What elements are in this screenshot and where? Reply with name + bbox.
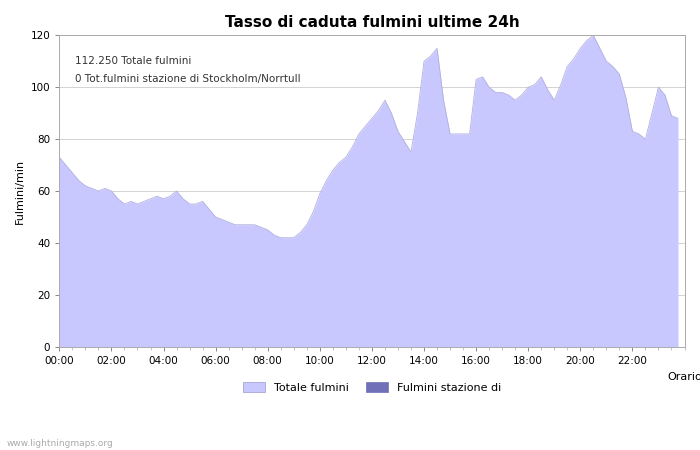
Text: 0 Tot.fulmini stazione di Stockholm/Norrtull: 0 Tot.fulmini stazione di Stockholm/Norr… bbox=[75, 74, 300, 84]
X-axis label: Orario: Orario bbox=[667, 372, 700, 382]
Legend: Totale fulmini, Fulmini stazione di: Totale fulmini, Fulmini stazione di bbox=[239, 378, 505, 397]
Y-axis label: Fulmini/min: Fulmini/min bbox=[15, 158, 25, 224]
Text: 112.250 Totale fulmini: 112.250 Totale fulmini bbox=[75, 55, 191, 66]
Title: Tasso di caduta fulmini ultime 24h: Tasso di caduta fulmini ultime 24h bbox=[225, 15, 519, 30]
Text: www.lightningmaps.org: www.lightningmaps.org bbox=[7, 439, 113, 448]
